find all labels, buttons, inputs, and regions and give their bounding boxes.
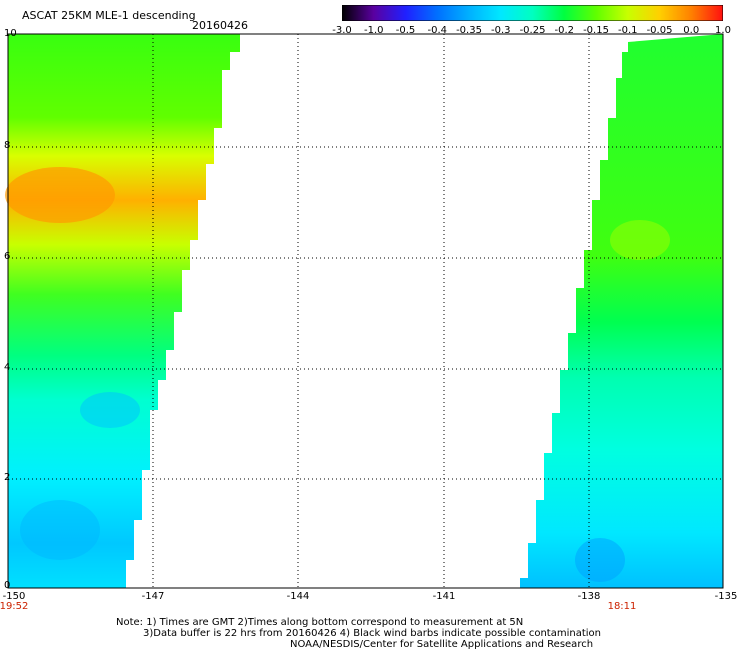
colorbar-label: -0.2 (554, 25, 575, 36)
cool-anomaly (20, 500, 100, 560)
colorbar-label: -1.0 (363, 25, 384, 36)
note-line-3: NOAA/NESDIS/Center for Satellite Applica… (290, 639, 594, 650)
x-tick-label: -141 (432, 591, 456, 602)
x-tick-label: -135 (714, 591, 738, 602)
colorbar-label: -0.05 (646, 25, 673, 36)
colorbar-label: -0.15 (583, 25, 609, 36)
colorbar (342, 5, 723, 21)
right-swath (520, 34, 723, 588)
y-tick-label: 6 (4, 251, 11, 262)
y-tick-label: 0 (4, 580, 11, 591)
cool-anomaly (80, 392, 140, 428)
y-tick-label: 10 (4, 28, 17, 39)
y-tick-label: 8 (4, 140, 11, 151)
x-tick-label: -138 (577, 591, 601, 602)
colorbar-label: -3.0 (332, 25, 352, 36)
map-date: 20160426 (192, 19, 248, 32)
colorbar-label: -0.35 (456, 25, 482, 36)
colorbar-label: -0.25 (519, 25, 546, 36)
y-tick-label: 2 (4, 472, 11, 483)
colorbar-label: -0.5 (395, 25, 416, 36)
colorbar-label: 0.0 (683, 25, 700, 36)
time-label-left: 19:52 (0, 601, 29, 612)
warm-anomaly (5, 167, 115, 223)
note-line-2: 3)Data buffer is 22 hrs from 20160426 4)… (143, 628, 601, 639)
x-tick-label: -150 (2, 591, 26, 602)
x-tick-label: -147 (141, 591, 165, 602)
map-title: ASCAT 25KM MLE-1 descending (22, 9, 196, 22)
grid (8, 34, 723, 588)
cool-anomaly (575, 538, 625, 582)
colorbar-label: 1.0 (715, 25, 731, 36)
y-tick-label: 4 (4, 362, 11, 373)
warm-anomaly (610, 220, 670, 260)
colorbar-gradient (342, 5, 723, 21)
note-line-1: Note: 1) Times are GMT 2)Times along bot… (116, 617, 524, 628)
time-label-right: 18:11 (607, 601, 637, 612)
x-tick-label: -144 (286, 591, 310, 602)
colorbar-label: -0.1 (617, 25, 638, 36)
plot-frame (7, 33, 724, 589)
colorbar-label: -0.3 (490, 25, 511, 36)
colorbar-label: -0.4 (427, 25, 448, 36)
